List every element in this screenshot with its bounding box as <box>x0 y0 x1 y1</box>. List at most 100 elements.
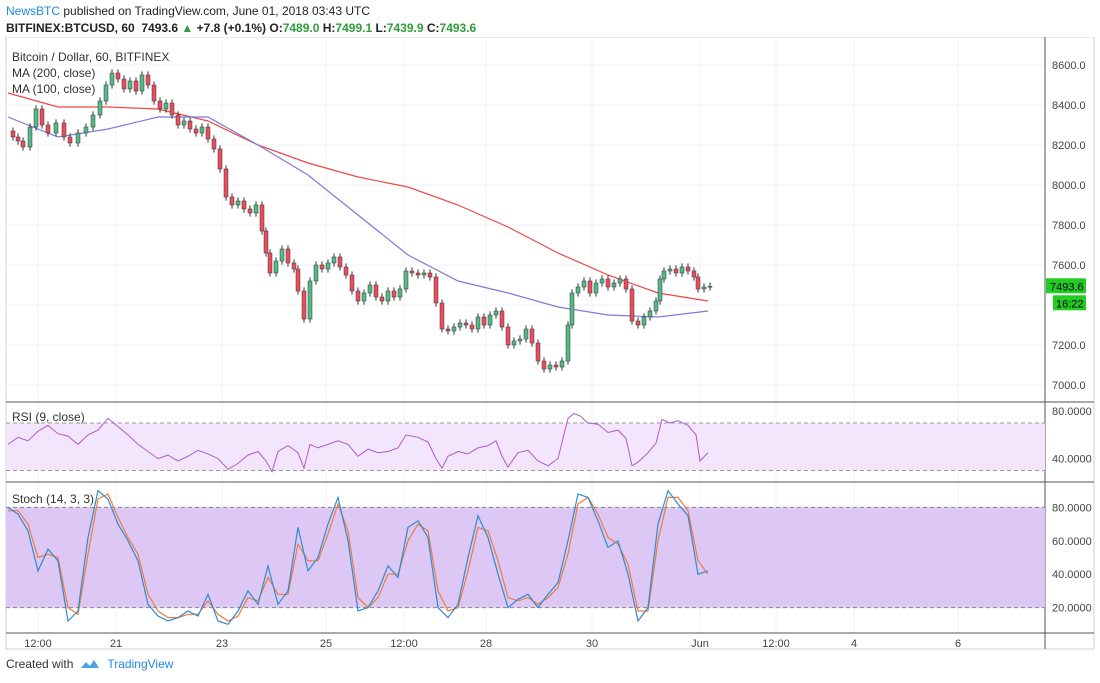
time-axis: 12:00 21 23 25 12:00 28 30 Jun 12:00 4 6 <box>24 638 961 650</box>
candle-body <box>499 310 505 328</box>
price-tick-label: 7000.0 <box>1052 380 1086 392</box>
time-tick-label: 30 <box>586 638 598 650</box>
ma100-line <box>7 116 709 318</box>
candle-body <box>593 282 599 294</box>
candle-body <box>10 130 16 138</box>
candle-body <box>193 128 199 134</box>
candle-body <box>397 288 403 298</box>
candle-body <box>475 316 481 330</box>
candle-body <box>605 278 611 288</box>
publisher-line: NewsBTC published on TradingView.com, Ju… <box>6 4 370 18</box>
candle-body <box>291 262 297 270</box>
candle-body <box>169 102 175 116</box>
symbol: BITFINEX:BTCUSD, 60 <box>6 21 135 35</box>
countdown-label-bg <box>1053 295 1086 311</box>
candle-body <box>331 256 337 264</box>
candle-body <box>109 72 115 86</box>
stoch-tick-label: 20.0000 <box>1052 603 1092 615</box>
rsi-tick-label: 40.0000 <box>1052 454 1092 466</box>
candle-body <box>349 274 355 292</box>
open-label: O: <box>269 21 283 35</box>
rsi-line <box>7 412 709 473</box>
candle-body <box>301 290 307 320</box>
ma200-label: MA (200, close) <box>12 66 95 80</box>
candle-body <box>685 266 691 272</box>
candle-body <box>15 136 21 142</box>
candle-body <box>569 292 575 326</box>
candle-body <box>75 132 81 144</box>
tradingview-link[interactable]: TradingView <box>107 657 174 671</box>
price-tick-label: 7200.0 <box>1052 340 1086 352</box>
rsi-band-fill <box>6 423 1045 471</box>
candle-body <box>469 324 475 330</box>
time-tick-label: 12:00 <box>390 638 418 650</box>
stoch-band-fill <box>6 507 1045 608</box>
candle-body <box>211 138 217 150</box>
price-tick-label: 8400.0 <box>1052 100 1086 112</box>
candle-body <box>511 340 517 346</box>
candle-body <box>505 326 511 346</box>
candle-body <box>45 124 51 134</box>
candle-body <box>139 74 145 92</box>
candle-body <box>133 80 139 92</box>
stoch-d-line <box>8 493 709 622</box>
candle-body <box>223 168 229 198</box>
candle-body <box>547 364 553 370</box>
publisher-name[interactable]: NewsBTC <box>6 4 61 18</box>
low-value: 7439.9 <box>386 21 424 35</box>
candle-body <box>253 204 259 214</box>
candle-body <box>641 316 647 326</box>
time-tick-label: 25 <box>320 638 332 650</box>
candle-body <box>541 360 547 370</box>
candle-body <box>337 256 343 268</box>
candle-body <box>163 102 169 110</box>
stoch-tick-label: 80.0000 <box>1052 502 1092 514</box>
up-arrow-icon: ▲ <box>181 21 194 35</box>
price-tick-label: 8000.0 <box>1052 180 1086 192</box>
candle-body <box>325 262 331 270</box>
candle-body <box>535 342 541 362</box>
price-axis: 8600.08400.08200.08000.07800.07600.07400… <box>1052 60 1092 615</box>
candle-body <box>103 84 109 102</box>
candle-body <box>205 126 211 140</box>
candle-body <box>617 278 623 284</box>
chart-area[interactable]: 8600.08400.08200.08000.07800.07600.07400… <box>0 37 1100 650</box>
rsi-band <box>6 422 1045 471</box>
candle-body <box>691 270 697 278</box>
candle-body <box>313 264 319 282</box>
candle-body <box>83 126 89 134</box>
candle-body <box>487 314 493 326</box>
candle-body <box>673 268 679 274</box>
close-value: 7493.6 <box>439 21 477 35</box>
candle-body <box>115 72 121 80</box>
candle-body <box>653 300 659 312</box>
main-title: Bitcoin / Dollar, 60, BITFINEX <box>12 50 169 64</box>
stoch-tick-label: 60.0000 <box>1052 536 1092 548</box>
time-tick-label: 6 <box>955 638 961 650</box>
candle-body <box>121 78 127 90</box>
candle-body <box>403 270 409 290</box>
candle-body <box>661 270 667 280</box>
candle-body <box>97 100 103 116</box>
ma200-line <box>7 92 709 302</box>
candle-body <box>187 120 193 130</box>
candle-body <box>415 272 421 276</box>
candle-body <box>20 140 26 148</box>
candle-body <box>657 278 663 302</box>
candle-body <box>241 200 247 210</box>
candle-body <box>701 286 707 290</box>
created-with: Created with <box>6 657 74 671</box>
price-tick-label: 8200.0 <box>1052 140 1086 152</box>
candle-body <box>581 280 587 288</box>
candle-body <box>33 108 39 128</box>
candle-body <box>629 288 635 322</box>
low-label: L: <box>375 21 387 35</box>
candle-body <box>559 360 565 368</box>
price-tick-label: 7800.0 <box>1052 220 1086 232</box>
candle-body <box>517 338 523 342</box>
candle-body <box>157 100 163 110</box>
candle-body <box>611 282 617 288</box>
candle-body <box>53 122 59 134</box>
candle-body <box>553 364 559 368</box>
candle-body <box>199 126 205 134</box>
